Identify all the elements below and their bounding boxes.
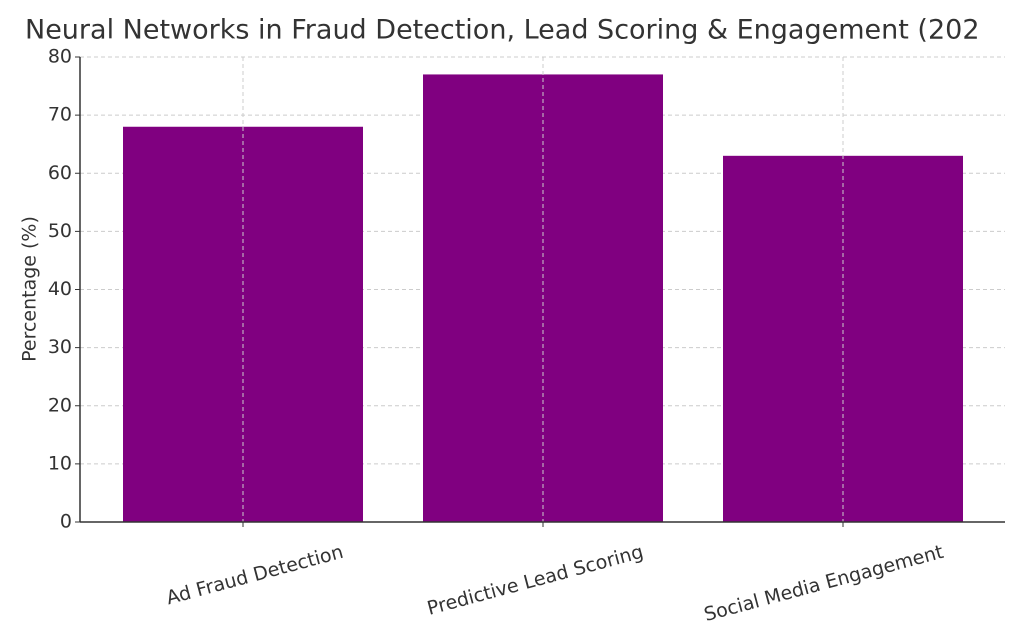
chart-title: Neural Networks in Fraud Detection, Lead… xyxy=(25,15,980,46)
y-tick-label: 50 xyxy=(48,220,72,242)
y-axis-label: Percentage (%) xyxy=(19,216,41,362)
y-tick-label: 60 xyxy=(48,162,72,184)
y-tick-label: 0 xyxy=(60,511,72,533)
x-tick-label: Social Media Engagement xyxy=(702,541,946,626)
x-tick-label: Predictive Lead Scoring xyxy=(425,541,646,620)
y-tick-label: 20 xyxy=(48,394,72,416)
y-tick-label: 30 xyxy=(48,336,72,358)
y-tick-label: 40 xyxy=(48,278,72,300)
y-tick-label: 70 xyxy=(48,104,72,126)
x-tick-label: Ad Fraud Detection xyxy=(164,541,346,609)
y-tick-label: 80 xyxy=(48,46,72,68)
y-tick-label: 10 xyxy=(48,452,72,474)
